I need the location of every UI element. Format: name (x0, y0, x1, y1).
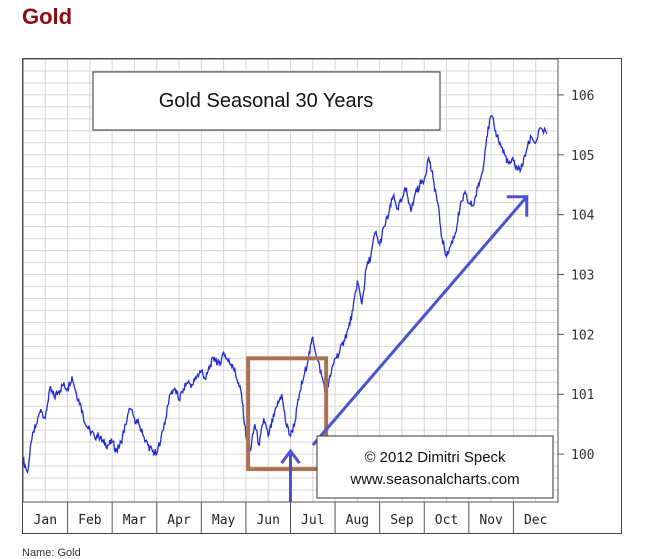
x-tick-label: Jan (34, 513, 57, 528)
y-tick-label: 104 (571, 209, 595, 224)
x-tick-label: Mar (123, 513, 147, 528)
trend-arrow-shaft (311, 195, 528, 447)
chart-title-box (92, 71, 441, 131)
up-arrow-head (280, 448, 301, 465)
page-heading: Gold (22, 4, 73, 29)
y-axis-ticks: 100 101 102 103 104 105 106 (558, 89, 595, 463)
chart-svg: 100 101 102 103 104 105 106 Jan Feb Mar Apr May Jun… (22, 58, 622, 534)
y-tick-label: 105 (571, 149, 594, 164)
y-tick-label: 102 (571, 328, 594, 343)
x-tick-label: Feb (78, 513, 102, 528)
gold-seasonal-line (22, 114, 548, 474)
y-tick-label: 103 (571, 269, 594, 284)
chart-grid (23, 58, 558, 534)
x-tick-label: Sep (390, 513, 414, 528)
copyright-box (316, 435, 554, 499)
x-tick-label: Aug (346, 513, 369, 528)
copyright-url: www.seasonalcharts.com (349, 471, 519, 488)
x-tick-label: Jul (301, 513, 324, 528)
x-tick-label: May (212, 513, 236, 528)
y-tick-label: 106 (571, 89, 594, 104)
seasonal-chart: 100 101 102 103 104 105 106 Jan Feb Mar Apr May Jun… (22, 58, 622, 534)
june-july-highlight-box (246, 356, 329, 472)
chart-title: Gold Seasonal 30 Years (159, 90, 374, 112)
y-tick-label: 101 (571, 388, 594, 403)
x-tick-label: Jun (256, 513, 279, 528)
copyright-line: © 2012 Dimitri Speck (364, 449, 506, 466)
x-tick-label: Oct (435, 513, 458, 528)
trend-arrows (280, 195, 529, 502)
trend-arrow-head (506, 195, 529, 217)
footer-caption: Name: Gold (22, 547, 81, 559)
x-axis-labels: Jan Feb Mar Apr May Jun Jul Aug Sep Oct Nov Dec (34, 513, 548, 528)
x-tick-label: Apr (167, 513, 191, 528)
x-tick-label: Dec (524, 513, 547, 528)
y-tick-label: 100 (571, 448, 594, 463)
x-tick-label: Nov (479, 513, 503, 528)
